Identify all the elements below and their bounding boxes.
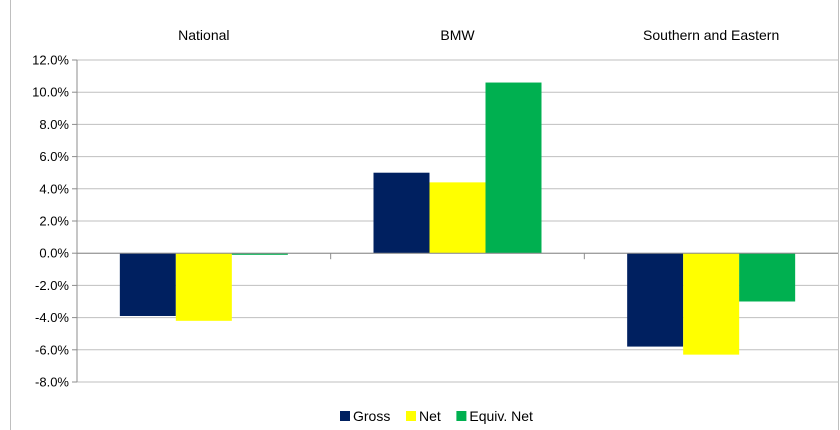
category-label: BMW (440, 27, 475, 43)
bar (739, 253, 796, 302)
legend-label: Net (419, 408, 441, 424)
legend-label: Gross (353, 408, 390, 424)
y-tick-label: 6.0% (39, 149, 69, 164)
y-tick-label: -8.0% (35, 375, 69, 390)
bar (485, 82, 542, 254)
bar (231, 253, 288, 255)
y-tick-label: 10.0% (32, 85, 69, 100)
legend-swatch (456, 411, 467, 421)
y-tick-label: -6.0% (35, 342, 69, 357)
bar (627, 253, 684, 347)
y-tick-label: 12.0% (32, 53, 69, 68)
legend-swatch (406, 411, 416, 421)
y-tick-label: 8.0% (39, 117, 69, 132)
y-tick-label: 0.0% (39, 246, 69, 261)
bar (119, 253, 176, 316)
y-tick-label: -4.0% (35, 310, 69, 325)
y-tick-label: -2.0% (35, 278, 69, 293)
bar (373, 172, 430, 254)
bar (683, 253, 740, 355)
y-tick-label: 2.0% (39, 214, 69, 229)
bar (429, 182, 486, 254)
category-label: National (178, 27, 229, 43)
bar (175, 253, 232, 321)
legend-label: Equiv. Net (469, 408, 533, 424)
legend-swatch (340, 411, 350, 421)
category-label: Southern and Eastern (643, 27, 779, 43)
chart-frame (10, 0, 839, 430)
y-tick-label: 4.0% (39, 181, 69, 196)
